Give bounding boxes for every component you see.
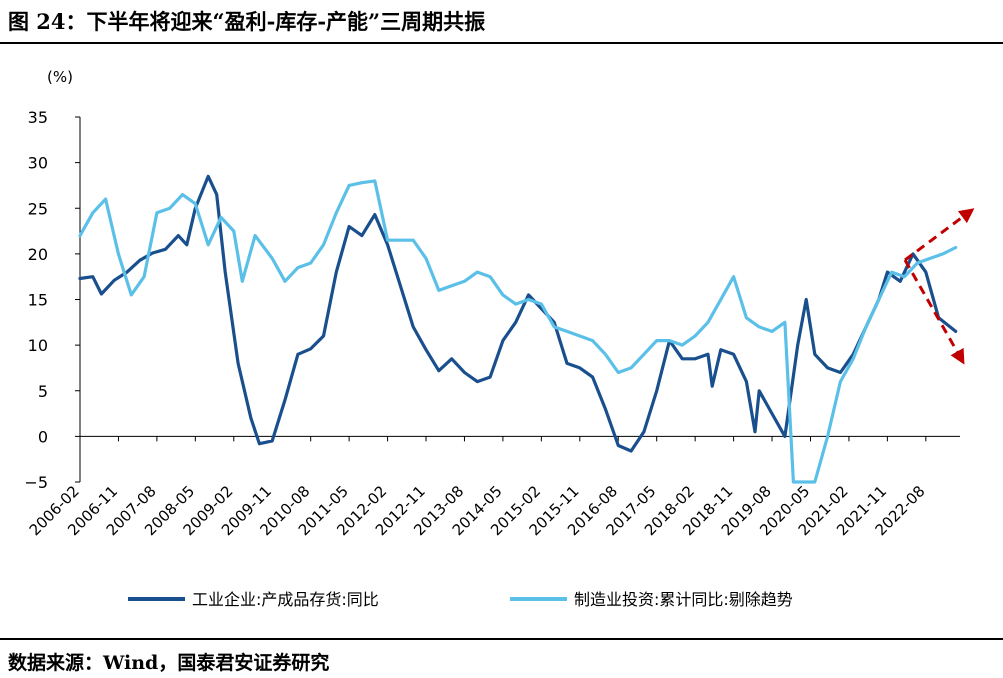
axes: −5051015202530352006-022006-112007-08200… [24,108,960,539]
source-note: 数据来源：Wind，国泰君安证券研究 [8,652,330,674]
series-layer [78,174,958,484]
series-line-1 [78,179,958,484]
y-tick-label: 0 [38,427,48,446]
y-tick-label: 20 [28,245,48,264]
figure-title: 图 24：下半年将迎来“盈利-库存-产能”三周期共振 [8,9,486,34]
up-trend-arrow [904,208,975,262]
y-tick-label: 30 [28,154,48,173]
y-tick-label: 15 [28,291,48,310]
source-rule [0,638,1003,640]
series-line-0 [78,174,958,453]
title-rule [0,42,1003,44]
down-trend-arrow [903,259,965,365]
legend-label-investment: 制造业投资:累计同比:剔除趋势 [574,590,793,609]
legend-label-inventory: 工业企业:产成品存货:同比 [192,590,379,609]
trend-arrows [903,208,975,365]
y-tick-label: 25 [28,199,48,218]
y-tick-label: 35 [28,108,48,127]
legend: 工业企业:产成品存货:同比 制造业投资:累计同比:剔除趋势 [128,590,793,609]
y-axis-label: (%) [47,68,73,86]
y-tick-label: 10 [28,336,48,355]
y-tick-label: −5 [24,473,48,492]
y-tick-label: 5 [38,382,48,401]
